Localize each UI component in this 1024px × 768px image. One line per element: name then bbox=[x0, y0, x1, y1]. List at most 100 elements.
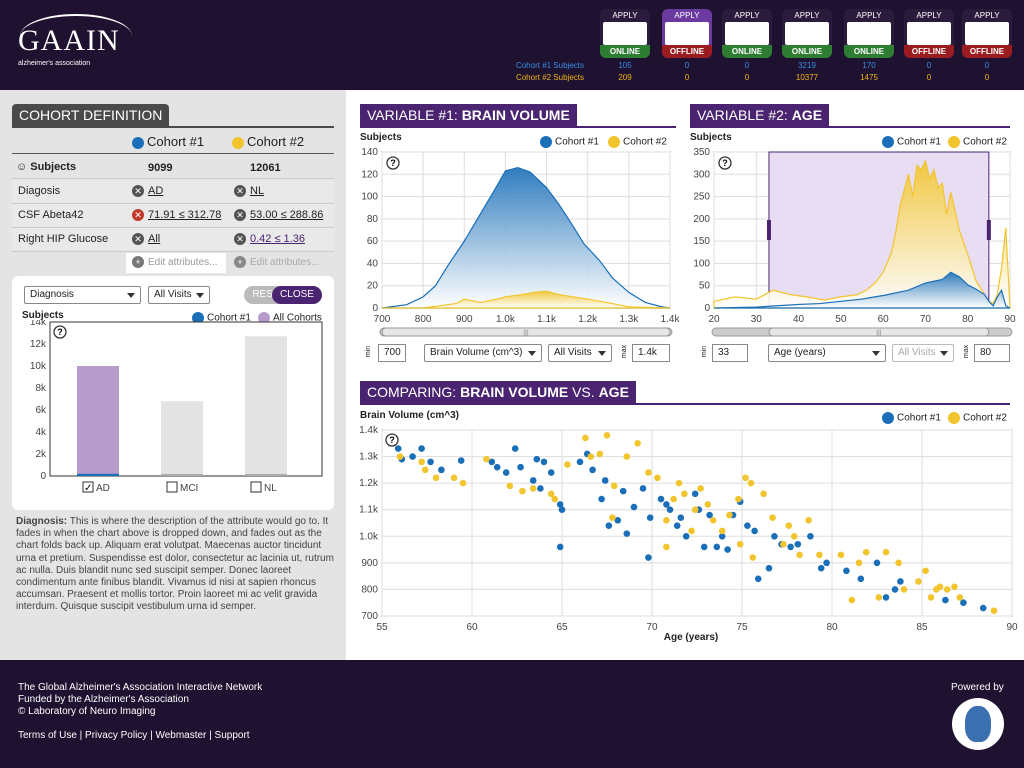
y-tick-label: 1.4k bbox=[359, 425, 379, 436]
v2-variable-select[interactable]: Age (years) bbox=[768, 344, 886, 362]
v2-min-input[interactable]: 33 bbox=[712, 344, 748, 362]
x-tick-label: NL bbox=[264, 483, 277, 494]
attribute-cohort2-value[interactable]: ✕ 53.00 ≤ 288.86 bbox=[234, 209, 323, 222]
x-tick-label: 90 bbox=[1006, 622, 1018, 633]
gaain-logo[interactable]: GAAIN alzheimer's association bbox=[18, 14, 132, 67]
point-cohort2 bbox=[688, 527, 695, 535]
x-tick-label: 20 bbox=[708, 314, 720, 325]
y-tick-label: 140 bbox=[361, 147, 378, 158]
attribute-label: Diagosis bbox=[18, 185, 61, 197]
v1-max-input[interactable]: 1.4k bbox=[632, 344, 670, 362]
edit-attributes-cohort2[interactable]: + Edit attributes... bbox=[228, 253, 334, 273]
subjects-cohort1: 9099 bbox=[148, 162, 173, 174]
database-3-apply-button[interactable]: APPLY ONLINE bbox=[722, 9, 772, 58]
x-tick-label: 60 bbox=[466, 622, 478, 633]
point-cohort1 bbox=[754, 575, 762, 583]
point-cohort1 bbox=[657, 495, 665, 503]
subjects-cohort2: 12061 bbox=[250, 162, 281, 174]
cohort2-header: Cohort #2 bbox=[232, 134, 304, 149]
legend-all-cohorts: All Cohorts bbox=[258, 312, 322, 324]
v2-legend-cohort1: Cohort #1 bbox=[882, 136, 941, 148]
edit-attributes-cohort1[interactable]: + Edit attributes... bbox=[126, 253, 226, 273]
scatter-legend-cohort2: Cohort #2 bbox=[948, 412, 1007, 424]
database-5-preview bbox=[847, 22, 891, 45]
database-5-status: ONLINE bbox=[844, 45, 894, 58]
point-cohort1 bbox=[488, 458, 496, 466]
attribute-cohort1-value[interactable]: ✕ 71.91 ≤ 312.78 bbox=[132, 209, 221, 222]
point-cohort2 bbox=[623, 453, 631, 460]
database-3-cohort2-count: 0 bbox=[744, 73, 750, 82]
remove-icon[interactable]: ✕ bbox=[234, 233, 246, 246]
point-cohort2 bbox=[704, 501, 712, 508]
remove-icon[interactable]: ✕ bbox=[132, 209, 144, 222]
database-2-apply-button[interactable]: APPLY OFFLINE bbox=[662, 9, 712, 58]
attribute-cohort2-value[interactable]: ✕ 0.42 ≤ 1.36 bbox=[234, 233, 305, 246]
variable1-tab: VARIABLE #1: BRAIN VOLUME bbox=[360, 104, 577, 126]
remove-icon[interactable]: ✕ bbox=[234, 185, 246, 198]
v1-variable-select[interactable]: Brain Volume (cm^3) bbox=[424, 344, 542, 362]
attribute-cohort1-value[interactable]: ✕ AD bbox=[132, 185, 163, 198]
point-cohort1 bbox=[558, 506, 566, 514]
bar-cohort1 bbox=[245, 474, 287, 476]
attribute-cohort1-value[interactable]: ✕ All bbox=[132, 233, 160, 246]
v1-visits-select[interactable]: All Visits bbox=[548, 344, 612, 362]
database-5-cohort2-count: 1475 bbox=[860, 73, 878, 82]
footer-links[interactable]: Terms of Use | Privacy Policy | Webmaste… bbox=[18, 730, 250, 741]
point-cohort1 bbox=[891, 586, 899, 593]
point-cohort1 bbox=[540, 458, 548, 466]
x-tick-label: 60 bbox=[878, 314, 890, 325]
point-cohort2 bbox=[790, 532, 798, 540]
database-5-apply-button[interactable]: APPLY ONLINE bbox=[844, 9, 894, 58]
point-cohort2 bbox=[663, 517, 670, 524]
point-cohort1 bbox=[744, 522, 751, 529]
y-tick-label: 1.0k bbox=[359, 531, 379, 542]
remove-icon[interactable]: ✕ bbox=[132, 185, 144, 198]
point-cohort1 bbox=[751, 527, 758, 535]
point-cohort2 bbox=[603, 432, 611, 439]
attribute-cohort2-value[interactable]: ✕ NL bbox=[234, 185, 264, 198]
point-cohort2 bbox=[875, 594, 883, 601]
bar-all-cohorts bbox=[77, 366, 119, 476]
v1-min-input[interactable]: 700 bbox=[378, 344, 406, 362]
database-7-apply-button[interactable]: APPLY OFFLINE bbox=[962, 9, 1012, 58]
site-footer: The Global Alzheimer's Association Inter… bbox=[0, 660, 1024, 768]
y-tick-label: 14k bbox=[30, 320, 47, 328]
point-cohort2 bbox=[697, 485, 704, 492]
attribute-select[interactable]: Diagnosis bbox=[24, 286, 141, 304]
point-cohort1 bbox=[556, 501, 564, 508]
point-cohort2 bbox=[529, 485, 537, 492]
database-2-cohort2-count: 0 bbox=[684, 73, 690, 82]
attribute-label: Right HIP Glucose bbox=[18, 233, 109, 245]
point-cohort1 bbox=[605, 522, 613, 529]
point-cohort1 bbox=[713, 543, 721, 551]
x-tick-label: 50 bbox=[835, 314, 847, 325]
point-cohort1 bbox=[666, 506, 674, 514]
v2-min-label: min bbox=[701, 345, 709, 358]
point-cohort2 bbox=[691, 506, 699, 514]
cohort1-subjects-label: Cohort #1 Subjects bbox=[515, 61, 584, 70]
point-cohort2 bbox=[816, 551, 823, 559]
subjects-row: ☺ Subjects bbox=[16, 161, 77, 173]
y-tick-label: 800 bbox=[361, 584, 378, 595]
x-tick-label: 800 bbox=[415, 314, 432, 325]
v2-max-input[interactable]: 80 bbox=[974, 344, 1010, 362]
database-1-apply-button[interactable]: APPLY ONLINE bbox=[600, 9, 650, 58]
point-cohort2 bbox=[519, 487, 526, 495]
database-6-apply-button[interactable]: APPLY OFFLINE bbox=[904, 9, 954, 58]
point-cohort1 bbox=[807, 532, 814, 540]
close-button[interactable]: CLOSE bbox=[272, 286, 322, 304]
x-tick-label: 90 bbox=[1004, 314, 1016, 325]
visits-select[interactable]: All Visits bbox=[148, 286, 210, 304]
svg-text:✓: ✓ bbox=[84, 483, 92, 494]
database-4-apply-button[interactable]: APPLY ONLINE bbox=[782, 9, 832, 58]
loni-logo[interactable] bbox=[952, 698, 1004, 750]
v2-visits-select[interactable]: All Visits bbox=[892, 344, 954, 362]
legend-cohort1: Cohort #1 bbox=[192, 312, 251, 324]
x-tick-label: 70 bbox=[646, 622, 658, 633]
database-1-status: ONLINE bbox=[600, 45, 650, 58]
remove-icon[interactable]: ✕ bbox=[234, 209, 246, 222]
database-7-preview bbox=[965, 22, 1009, 45]
database-4-cohort2-count: 10377 bbox=[795, 73, 819, 82]
head-icon bbox=[965, 706, 991, 742]
remove-icon[interactable]: ✕ bbox=[132, 233, 144, 246]
